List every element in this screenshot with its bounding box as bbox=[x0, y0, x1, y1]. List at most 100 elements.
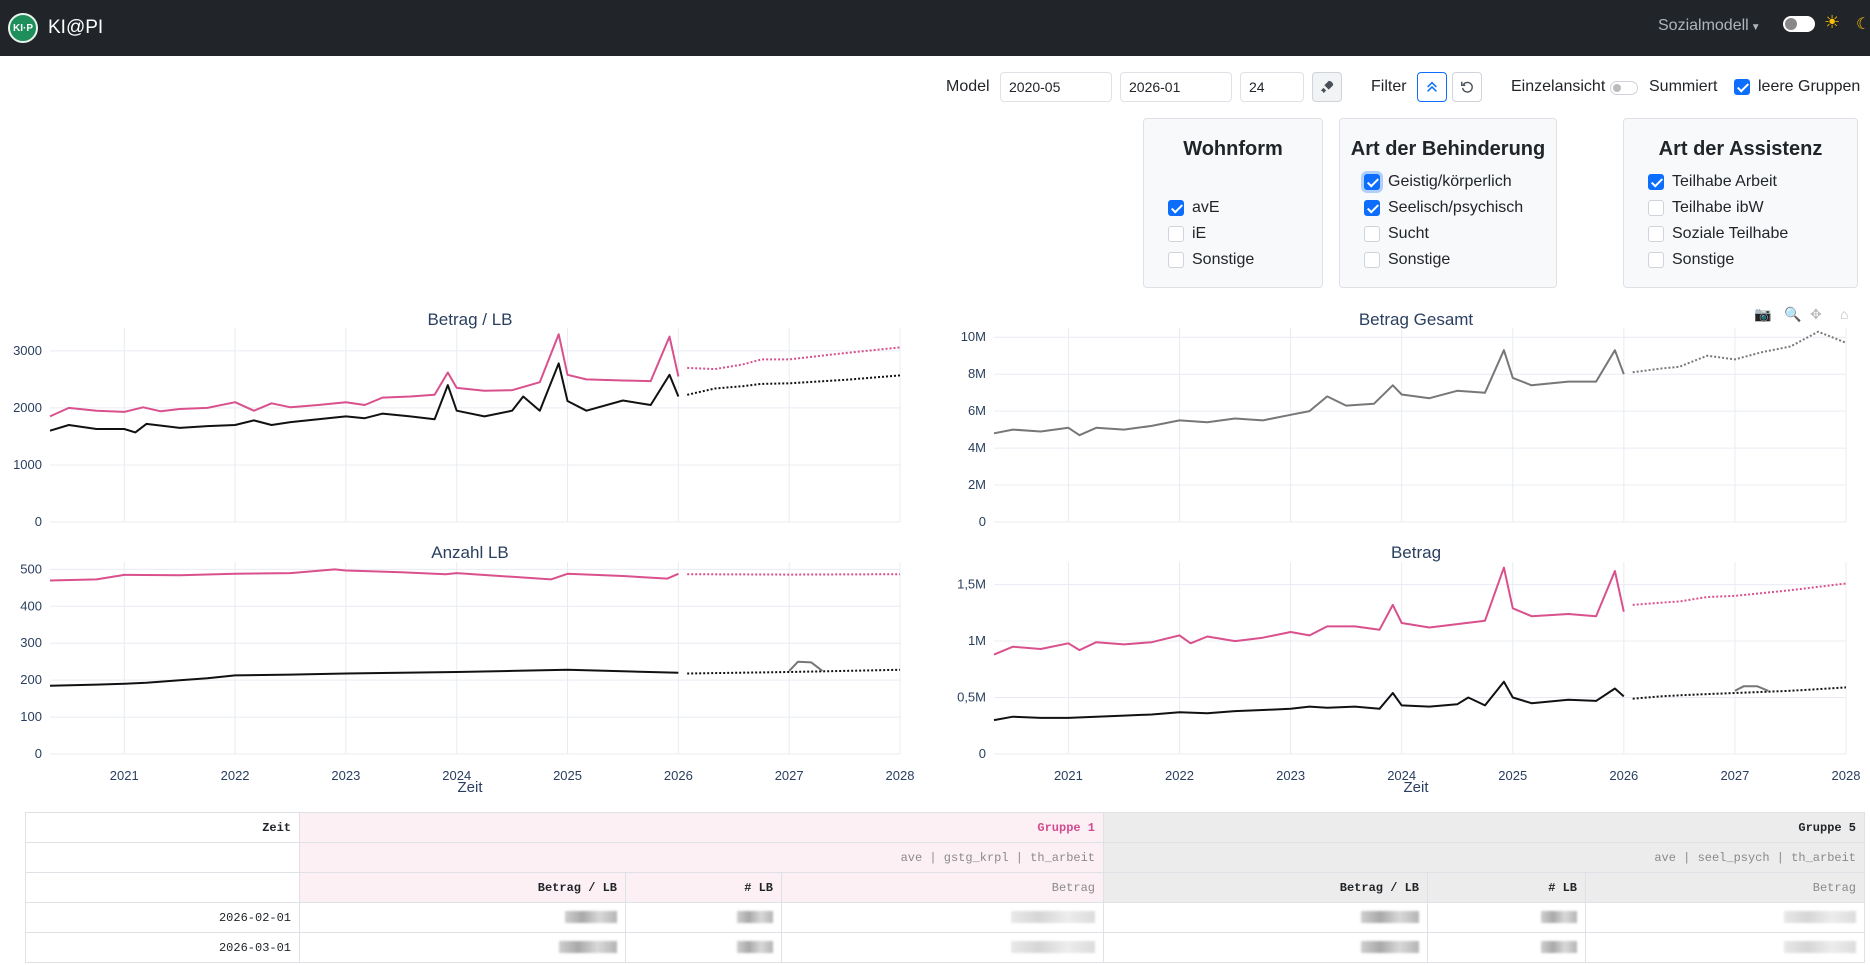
checkbox[interactable] bbox=[1648, 174, 1664, 190]
pan-icon[interactable]: ✥ bbox=[1810, 306, 1822, 322]
y-tick-label: 1000 bbox=[13, 457, 42, 472]
xaxis-label-right: Zeit bbox=[1403, 779, 1429, 796]
checkbox[interactable] bbox=[1648, 226, 1664, 242]
date-from-input[interactable] bbox=[1000, 72, 1112, 102]
table-row: 2026-02-01 bbox=[25, 902, 1865, 933]
x-tick-label: 2028 bbox=[886, 768, 915, 783]
model-controls: Model Filter Einzelansicht Summiert leer… bbox=[0, 72, 1870, 104]
x-tick-label: 2027 bbox=[1720, 768, 1749, 783]
checkbox[interactable] bbox=[1364, 200, 1380, 216]
option-seelisch-psychisch[interactable]: Seelisch/psychisch bbox=[1364, 195, 1523, 221]
x-tick-label: 2021 bbox=[1054, 768, 1083, 783]
y-tick-label: 0 bbox=[35, 746, 42, 761]
option-label: Teilhabe ibW bbox=[1672, 199, 1764, 216]
option-sonstige[interactable]: Sonstige bbox=[1168, 247, 1254, 273]
option-label: Sonstige bbox=[1388, 251, 1451, 268]
brand[interactable]: KI·P KI@PI bbox=[8, 13, 103, 43]
x-tick-label: 2024 bbox=[1387, 768, 1416, 783]
option-ie[interactable]: iE bbox=[1168, 221, 1254, 247]
option-label: Sonstige bbox=[1192, 251, 1255, 268]
y-tick-label: 4M bbox=[968, 440, 986, 455]
redacted-cell bbox=[1585, 902, 1865, 933]
series-line-black-solid bbox=[993, 680, 1625, 722]
series-line-gray-solid bbox=[1734, 685, 1769, 692]
option-sonstige[interactable]: Sonstige bbox=[1648, 247, 1788, 273]
collapse-filter-button[interactable] bbox=[1417, 72, 1447, 102]
y-tick-label: 2000 bbox=[13, 400, 42, 415]
x-tick-label: 2027 bbox=[775, 768, 804, 783]
assistenz-title: Art der Assistenz bbox=[1658, 138, 1823, 160]
option-soziale-teilhabe[interactable]: Soziale Teilhabe bbox=[1648, 221, 1788, 247]
sun-icon: ☀ bbox=[1824, 12, 1841, 32]
option-label: Sonstige bbox=[1672, 251, 1735, 268]
reset-icon bbox=[1461, 81, 1473, 93]
checkbox[interactable] bbox=[1364, 226, 1380, 242]
redacted-cell bbox=[1585, 932, 1865, 963]
y-tick-label: 2M bbox=[968, 477, 986, 492]
checkbox[interactable] bbox=[1168, 226, 1184, 242]
filter-label: Filter bbox=[1371, 78, 1407, 95]
option-teilhabe-ibw[interactable]: Teilhabe ibW bbox=[1648, 195, 1788, 221]
x-tick-label: 2022 bbox=[1165, 768, 1194, 783]
checkbox[interactable] bbox=[1364, 174, 1380, 190]
theme-toggle-switch[interactable] bbox=[1783, 16, 1815, 32]
model-menu-dropdown[interactable]: Sozialmodell ▼ bbox=[1658, 17, 1761, 35]
x-tick-label: 2021 bbox=[110, 768, 139, 783]
checkbox[interactable] bbox=[1168, 200, 1184, 216]
horizon-input[interactable] bbox=[1240, 72, 1304, 102]
app-name: KI@PI bbox=[48, 17, 104, 38]
x-tick-label: 2026 bbox=[664, 768, 693, 783]
x-tick-label: 2023 bbox=[331, 768, 360, 783]
redacted-cell bbox=[625, 932, 782, 963]
summiert-switch[interactable] bbox=[1610, 81, 1638, 95]
x-tick-label: 2028 bbox=[1832, 768, 1861, 783]
model-menu-label: Sozialmodell bbox=[1658, 17, 1749, 34]
checkbox[interactable] bbox=[1168, 252, 1184, 268]
redacted-cell bbox=[625, 902, 782, 933]
group-5-header: Gruppe 5 bbox=[1103, 812, 1865, 843]
col-header: Betrag bbox=[781, 872, 1104, 903]
y-tick-label: 100 bbox=[20, 709, 42, 724]
option-teilhabe-arbeit[interactable]: Teilhabe Arbeit bbox=[1648, 169, 1788, 195]
x-tick-label: 2026 bbox=[1609, 768, 1638, 783]
leere-gruppen-label: leere Gruppen bbox=[1758, 78, 1861, 95]
date-to-input[interactable] bbox=[1120, 72, 1232, 102]
redacted-cell bbox=[299, 902, 626, 933]
option-ave[interactable]: avE bbox=[1168, 195, 1254, 221]
x-tick-label: 2024 bbox=[442, 768, 471, 783]
option-label: avE bbox=[1192, 199, 1220, 216]
redacted-cell bbox=[781, 902, 1104, 933]
camera-icon[interactable]: 📷 bbox=[1754, 306, 1772, 322]
chevrons-up-icon bbox=[1427, 81, 1437, 92]
checkbox[interactable] bbox=[1648, 252, 1664, 268]
checkbox[interactable] bbox=[1648, 200, 1664, 216]
leere-gruppen-checkbox[interactable] bbox=[1734, 79, 1750, 95]
col-header: Betrag bbox=[1585, 872, 1865, 903]
xaxis-label-left: Zeit bbox=[457, 779, 483, 796]
series-line-black-dotted bbox=[686, 374, 901, 396]
option-sonstige[interactable]: Sonstige bbox=[1364, 247, 1523, 273]
table-row: 2026-03-01 bbox=[25, 932, 1865, 963]
reset-filter-button[interactable] bbox=[1452, 72, 1482, 102]
zoom-icon[interactable]: 🔍 bbox=[1784, 306, 1802, 322]
group-5-tags: ave | seel_psych | th_arbeit bbox=[1103, 842, 1865, 873]
checkbox[interactable] bbox=[1364, 252, 1380, 268]
home-icon[interactable]: ⌂ bbox=[1840, 306, 1849, 322]
y-tick-label: 0 bbox=[979, 514, 986, 529]
option-sucht[interactable]: Sucht bbox=[1364, 221, 1523, 247]
series-line-pink-solid bbox=[49, 333, 680, 418]
run-button[interactable] bbox=[1312, 72, 1342, 102]
filter-card-assistenz: Art der Assistenz Teilhabe Arbeit Teilha… bbox=[1623, 118, 1858, 288]
option-geistig-koerperlich[interactable]: Geistig/körperlich bbox=[1364, 169, 1523, 195]
redacted-cell bbox=[299, 932, 626, 963]
series-line-pink-solid bbox=[993, 566, 1625, 656]
series-line-black-solid bbox=[49, 362, 680, 434]
option-label: Soziale Teilhabe bbox=[1672, 225, 1789, 242]
x-tick-label: 2022 bbox=[221, 768, 250, 783]
empty-cell bbox=[25, 842, 300, 873]
series-line-gray-solid bbox=[788, 660, 824, 672]
option-label: Teilhabe Arbeit bbox=[1672, 173, 1777, 190]
redacted-cell bbox=[1103, 932, 1428, 963]
logo-icon: KI·P bbox=[8, 13, 38, 43]
empty-cell bbox=[25, 872, 300, 903]
